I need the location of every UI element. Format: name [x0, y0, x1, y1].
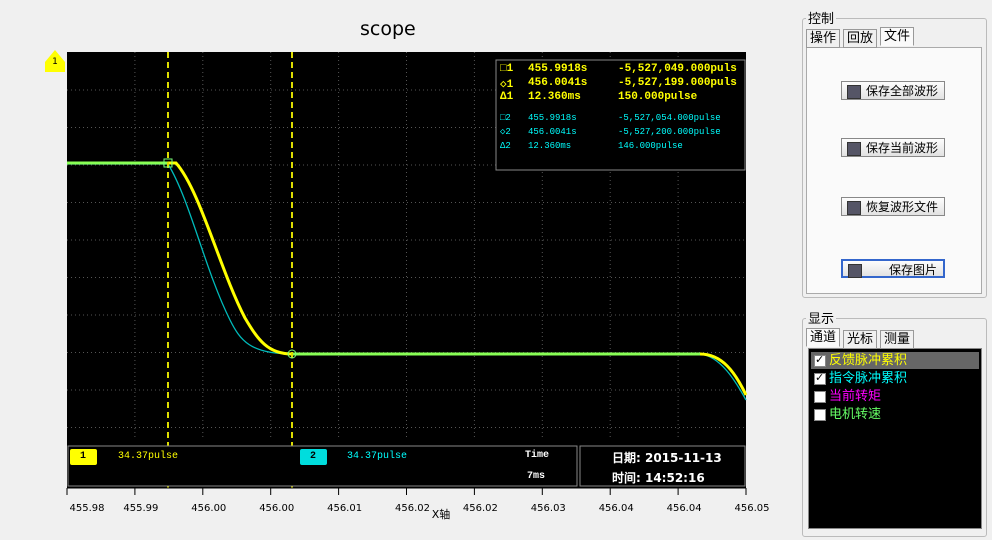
cursor-info-text: 456.0041s — [528, 77, 588, 89]
x-tick-label: 456.00 — [191, 503, 226, 514]
cursor-info-text: -5,527,054.000pulse — [618, 113, 721, 123]
cursor-info-text: Δ1 — [500, 91, 514, 103]
channel-item[interactable]: 电机转速 — [811, 406, 979, 423]
cursor-info-text: □2 — [500, 113, 511, 123]
date: 日期: 2015-11-13 — [612, 451, 722, 465]
group-title: 显示 — [806, 308, 837, 327]
cursor-info-text: □1 — [500, 63, 514, 75]
channel-item[interactable]: 当前转矩 — [811, 388, 979, 405]
time: 时间: 14:52:16 — [612, 471, 705, 485]
cursor-info-text: ◇2 — [500, 127, 511, 137]
x-tick-label: 456.04 — [599, 503, 634, 514]
cursor-info-text: 150.000pulse — [618, 91, 698, 103]
x-axis-label: X轴 — [432, 507, 451, 521]
channel-marker-bg — [45, 50, 65, 72]
channel-item[interactable]: 指令脉冲累积 — [811, 369, 979, 387]
cursor-info-text: -5,527,049.000puls — [618, 63, 737, 75]
tab[interactable]: 文件 — [880, 27, 915, 46]
tab[interactable]: 通道 — [806, 328, 841, 347]
title: scope — [360, 18, 416, 40]
button[interactable]: 保存全部波形 — [841, 81, 945, 100]
button[interactable]: 保存当前波形 — [841, 138, 945, 157]
cursor-info-text: 12.360ms — [528, 141, 572, 151]
channel-list: 反馈脉冲累积指令脉冲累积当前转矩电机转速 — [808, 348, 982, 529]
cursor-info-text: 455.9918s — [528, 113, 577, 123]
tab[interactable]: 测量 — [880, 330, 915, 349]
channel1-waveform — [67, 161, 748, 396]
cursor-info-text: 455.9918s — [528, 63, 588, 75]
time-value: 7ms — [527, 471, 546, 482]
channel-marker: 1 — [52, 57, 58, 67]
cursor-info-text: 456.0041s — [528, 127, 577, 137]
ch2-value: 34.37pulse — [347, 451, 408, 462]
date-box — [579, 445, 746, 487]
ch1-badge: 1 — [80, 451, 87, 462]
tab[interactable]: 光标 — [843, 330, 878, 349]
x-tick-label: 456.02 — [463, 503, 498, 514]
cursor-info-box — [495, 59, 746, 171]
x-tick-label: 456.03 — [531, 503, 566, 514]
group-title: 控制 — [806, 8, 837, 27]
button[interactable]: 保存图片 — [841, 259, 945, 278]
channel-item[interactable]: 反馈脉冲累积 — [811, 351, 979, 369]
x-tick-label: 456.02 — [395, 503, 430, 514]
tab[interactable]: 回放 — [843, 29, 878, 48]
badge — [70, 449, 97, 465]
cursor-marker — [287, 349, 297, 359]
x-tick-label: 456.01 — [327, 503, 362, 514]
cursor-info-text: ◇1 — [500, 79, 514, 91]
flat-overlay — [67, 161, 700, 356]
control-group — [802, 18, 987, 298]
display-group — [802, 318, 987, 537]
channel2-waveform — [67, 163, 747, 401]
cursor-info-text: 146.000pulse — [618, 141, 683, 151]
tab[interactable]: 操作 — [806, 29, 841, 48]
badge — [300, 449, 327, 465]
ch2-badge: 2 — [310, 451, 317, 462]
cursor-info-text: -5,527,200.000pulse — [618, 127, 721, 137]
cursor-marker — [163, 158, 173, 168]
cursor-info-text: -5,527,199.000puls — [618, 77, 737, 89]
button[interactable]: 恢复波形文件 — [841, 197, 945, 216]
ch1-value: 34.37pulse — [118, 451, 179, 462]
x-tick-label: 456.05 — [735, 503, 770, 514]
cursor-info-text: 12.360ms — [528, 91, 581, 103]
x-tick-label: 456.04 — [667, 503, 702, 514]
time-label: Time — [525, 450, 550, 461]
plot: 1 455.98 455.99 456.00 456.00 456.01 456.02 45… — [45, 50, 770, 521]
x-tick-label: 455.98 — [70, 503, 105, 514]
x-tick-label: 456.00 — [259, 503, 294, 514]
x-tick-label: 455.99 — [123, 503, 158, 514]
cursor-info-text: Δ2 — [500, 141, 511, 151]
